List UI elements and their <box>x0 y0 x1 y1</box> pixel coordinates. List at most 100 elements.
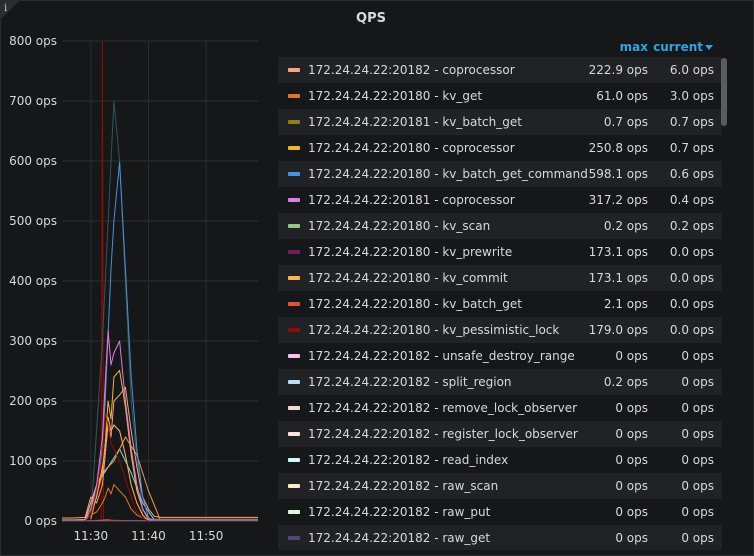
x-tick-label: 11:40 <box>131 529 166 543</box>
series-max-value: 0.2 ops <box>603 375 648 389</box>
y-tick-label: 600 ops <box>9 154 57 168</box>
series-name[interactable]: 172.24.24.22:20181 - kv_batch_get <box>308 115 522 129</box>
info-corner[interactable] <box>1 1 19 19</box>
series-color-swatch[interactable] <box>288 250 300 254</box>
legend-row[interactable]: 172.24.24.22:20182 - raw_put 0 ops 0 ops <box>278 499 722 525</box>
series-color-swatch[interactable] <box>288 458 300 462</box>
series-name[interactable]: 172.24.24.22:20180 - kv_get <box>308 89 483 103</box>
series-color-swatch[interactable] <box>288 68 300 72</box>
x-axis-ticks: 11:30 11:40 11:50 <box>74 529 224 543</box>
series-current-value: 0 ops <box>681 531 714 545</box>
chart-grid <box>62 40 258 522</box>
series-color-swatch[interactable] <box>288 328 300 332</box>
series-current-value: 3.0 ops <box>669 89 714 103</box>
series-color-swatch[interactable] <box>288 536 300 540</box>
series-name[interactable]: 172.24.24.22:20180 - kv_scan <box>308 219 491 233</box>
legend-row[interactable]: 172.24.24.22:20180 - coprocessor 250.8 op… <box>278 135 722 161</box>
series-color-swatch[interactable] <box>288 354 300 358</box>
legend-header: max current <box>278 36 728 57</box>
series-current-value: 0.0 ops <box>669 245 714 259</box>
series-current-value: 0.2 ops <box>669 219 714 233</box>
legend-row[interactable]: 172.24.24.22:20182 - read_index 0 ops 0 op… <box>278 447 722 473</box>
series-name[interactable]: 172.24.24.22:20182 - register_lock_obser… <box>308 427 578 441</box>
x-tick-label: 11:30 <box>74 529 109 543</box>
legend-row[interactable]: 172.24.24.22:20180 - kv_prewrite 173.1 op… <box>278 239 722 265</box>
legend-row[interactable]: 172.24.24.22:20182 - remove_lock_observe… <box>278 395 722 421</box>
series-line-extra[interactable] <box>90 100 144 519</box>
series-name[interactable]: 172.24.24.22:20182 - split_region <box>308 375 512 389</box>
series-color-swatch[interactable] <box>288 510 300 514</box>
series-color-swatch[interactable] <box>288 224 300 228</box>
series-color-swatch[interactable] <box>288 432 300 436</box>
qps-chart[interactable]: 800 ops 700 ops 600 ops 500 ops 400 ops 300 o… <box>0 0 270 556</box>
series-current-value: 0.4 ops <box>669 193 714 207</box>
series-max-value: 0 ops <box>615 479 648 493</box>
info-icon[interactable]: i <box>4 3 8 14</box>
series-name[interactable]: 172.24.24.22:20182 - read_index <box>308 453 509 467</box>
series-name[interactable]: 172.24.24.22:20181 - coprocessor <box>308 193 515 207</box>
legend-row[interactable]: 172.24.24.22:20182 - register_lock_obser… <box>278 421 722 447</box>
series-max-value: 222.9 ops <box>588 63 648 77</box>
series-line[interactable] <box>62 483 258 521</box>
legend-row[interactable]: 172.24.24.22:20182 - coprocessor 222.9 op… <box>278 57 722 83</box>
legend-row[interactable]: 172.24.24.22:20180 - kv_batch_get_comman… <box>278 161 722 187</box>
series-name[interactable]: 172.24.24.22:20180 - coprocessor <box>308 141 515 155</box>
series-max-value: 598.1 ops <box>588 167 648 181</box>
legend-row[interactable]: 172.24.24.22:20182 - raw_scan 0 ops 0 ops <box>278 473 722 499</box>
y-tick-label: 200 ops <box>9 394 57 408</box>
series-line[interactable] <box>62 330 258 522</box>
y-axis-ticks: 800 ops 700 ops 600 ops 500 ops 400 ops 300 o… <box>9 34 57 528</box>
legend-row[interactable]: 172.24.24.22:20180 - kv_scan 0.2 ops 0.2 o… <box>278 213 722 239</box>
series-color-swatch[interactable] <box>288 172 300 176</box>
series-name[interactable]: 172.24.24.22:20182 - raw_get <box>308 531 491 545</box>
legend-row[interactable]: 172.24.24.22:20182 - raw_get 0 ops 0 ops <box>278 525 722 550</box>
series-line[interactable] <box>62 386 258 519</box>
series-current-value: 0 ops <box>681 427 714 441</box>
series-name[interactable]: 172.24.24.22:20182 - coprocessor <box>308 63 515 77</box>
chart-series <box>62 40 258 522</box>
legend-row[interactable]: 172.24.24.22:20180 - kv_batch_get 2.1 ops… <box>278 291 722 317</box>
legend-rows: 172.24.24.22:20182 - coprocessor 222.9 op… <box>278 57 722 550</box>
series-name[interactable]: 172.24.24.22:20182 - unsafe_destroy_rang… <box>308 349 575 363</box>
series-name[interactable]: 172.24.24.22:20180 - kv_batch_get <box>308 297 522 311</box>
series-current-value: 0.0 ops <box>669 323 714 337</box>
series-max-value: 2.1 ops <box>603 297 648 311</box>
legend-row[interactable]: 172.24.24.22:20180 - kv_get 61.0 ops 3.0 o… <box>278 83 722 109</box>
legend-scrollbar[interactable] <box>721 58 727 126</box>
legend-row[interactable]: 172.24.24.22:20181 - kv_batch_get 0.7 ops… <box>278 109 722 135</box>
series-max-value: 0.7 ops <box>603 115 648 129</box>
series-color-swatch[interactable] <box>288 146 300 150</box>
series-name[interactable]: 172.24.24.22:20180 - kv_batch_get_comman… <box>308 167 588 181</box>
series-color-swatch[interactable] <box>288 120 300 124</box>
sort-desc-icon <box>705 45 713 50</box>
series-color-swatch[interactable] <box>288 406 300 410</box>
series-color-swatch[interactable] <box>288 94 300 98</box>
series-current-value: 0 ops <box>681 401 714 415</box>
legend-header-max[interactable]: max <box>619 40 648 54</box>
legend-row[interactable]: 172.24.24.22:20180 - kv_commit 173.1 ops 0… <box>278 265 722 291</box>
series-current-value: 0.0 ops <box>669 271 714 285</box>
series-color-swatch[interactable] <box>288 302 300 306</box>
series-current-value: 0.0 ops <box>669 297 714 311</box>
series-color-swatch[interactable] <box>288 484 300 488</box>
series-name[interactable]: 172.24.24.22:20180 - kv_pessimistic_lock <box>308 323 560 337</box>
series-line-extra[interactable] <box>84 448 155 521</box>
series-name[interactable]: 172.24.24.22:20180 - kv_prewrite <box>308 245 513 259</box>
legend-row[interactable]: 172.24.24.22:20182 - unsafe_destroy_rang… <box>278 343 722 369</box>
series-name[interactable]: 172.24.24.22:20182 - raw_put <box>308 505 491 519</box>
series-name[interactable]: 172.24.24.22:20180 - kv_commit <box>308 271 508 285</box>
series-line-extra[interactable] <box>100 40 104 522</box>
legend-row[interactable]: 172.24.24.22:20181 - coprocessor 317.2 op… <box>278 187 722 213</box>
legend-row[interactable]: 172.24.24.22:20180 - kv_pessimistic_lock… <box>278 317 722 343</box>
series-name[interactable]: 172.24.24.22:20182 - raw_scan <box>308 479 499 493</box>
series-max-value: 0 ops <box>615 453 648 467</box>
panel-title[interactable]: QPS <box>356 11 386 26</box>
series-color-swatch[interactable] <box>288 276 300 280</box>
series-current-value: 0 ops <box>681 453 714 467</box>
series-name[interactable]: 172.24.24.22:20182 - remove_lock_observe… <box>308 401 578 415</box>
series-current-value: 0 ops <box>681 505 714 519</box>
series-color-swatch[interactable] <box>288 380 300 384</box>
legend-row[interactable]: 172.24.24.22:20182 - split_region 0.2 ops… <box>278 369 722 395</box>
legend-header-current[interactable]: current <box>653 40 713 54</box>
series-color-swatch[interactable] <box>288 198 300 202</box>
